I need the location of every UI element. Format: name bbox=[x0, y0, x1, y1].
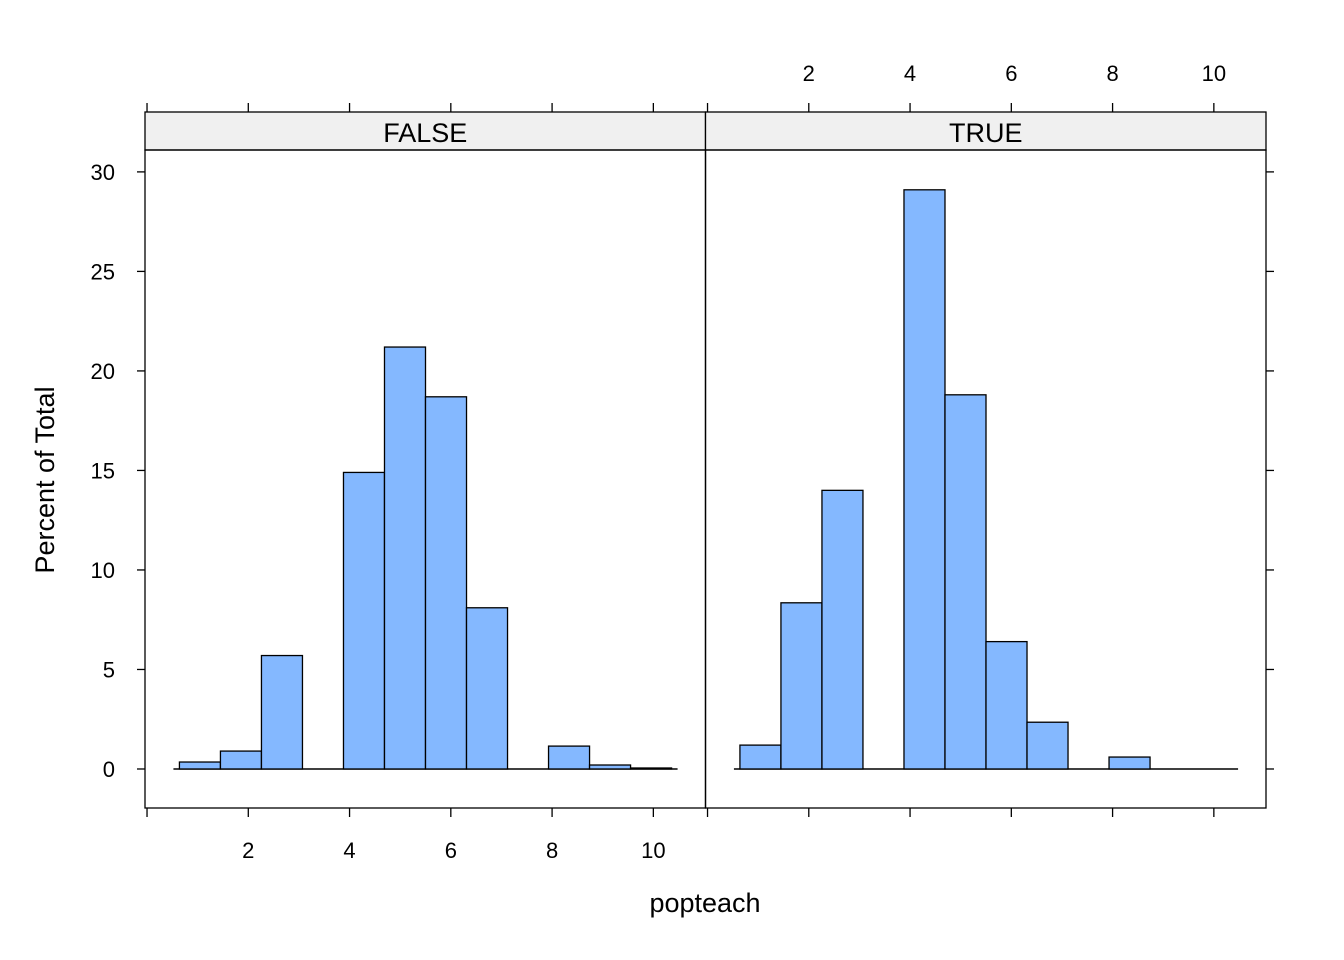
y-tick-label: 20 bbox=[91, 359, 115, 384]
strip-false bbox=[144, 111, 707, 151]
strip-true bbox=[704, 111, 1267, 151]
histogram-bar bbox=[178, 761, 222, 770]
x-tick-label: 2 bbox=[242, 838, 254, 863]
y-axis-label: Percent of Total bbox=[30, 386, 60, 573]
x-tick-label: 2 bbox=[803, 61, 815, 86]
y-tick-label: 0 bbox=[103, 757, 115, 782]
strip-label: TRUE bbox=[949, 118, 1023, 148]
histogram-bar bbox=[985, 640, 1028, 770]
x-tick-label: 4 bbox=[904, 61, 916, 86]
histogram-bar bbox=[588, 764, 632, 770]
histogram-bar bbox=[1108, 756, 1151, 770]
histogram-bar bbox=[821, 489, 864, 770]
y-tick-label: 10 bbox=[91, 558, 115, 583]
x-tick-label: 6 bbox=[445, 838, 457, 863]
histogram-bar bbox=[547, 745, 591, 770]
histogram-bar bbox=[780, 602, 823, 770]
x-tick-label: 10 bbox=[641, 838, 665, 863]
x-tick-label: 6 bbox=[1005, 61, 1017, 86]
histogram-bar bbox=[342, 471, 386, 770]
x-tick-label: 8 bbox=[546, 838, 558, 863]
y-tick-label: 15 bbox=[91, 458, 115, 483]
x-tick-label: 10 bbox=[1202, 61, 1226, 86]
histogram-bar bbox=[944, 394, 987, 770]
x-axis-label: popteach bbox=[649, 888, 760, 918]
y-tick-label: 30 bbox=[91, 160, 115, 185]
histogram-bar bbox=[739, 744, 782, 770]
histogram-bar bbox=[1026, 721, 1069, 770]
histogram-bar bbox=[465, 607, 509, 770]
y-tick-label: 5 bbox=[103, 657, 115, 682]
x-tick-label: 4 bbox=[343, 838, 355, 863]
y-tick-label: 25 bbox=[91, 259, 115, 284]
x-tick-label: 8 bbox=[1106, 61, 1118, 86]
histogram-bar bbox=[260, 654, 304, 770]
histogram-bar bbox=[903, 189, 946, 770]
histogram-bar bbox=[219, 750, 263, 770]
strip-label: FALSE bbox=[383, 118, 467, 148]
histogram-bar bbox=[629, 767, 673, 770]
histogram-bar bbox=[424, 396, 468, 770]
panel-frame bbox=[704, 149, 1267, 809]
histogram-bar bbox=[383, 346, 427, 770]
